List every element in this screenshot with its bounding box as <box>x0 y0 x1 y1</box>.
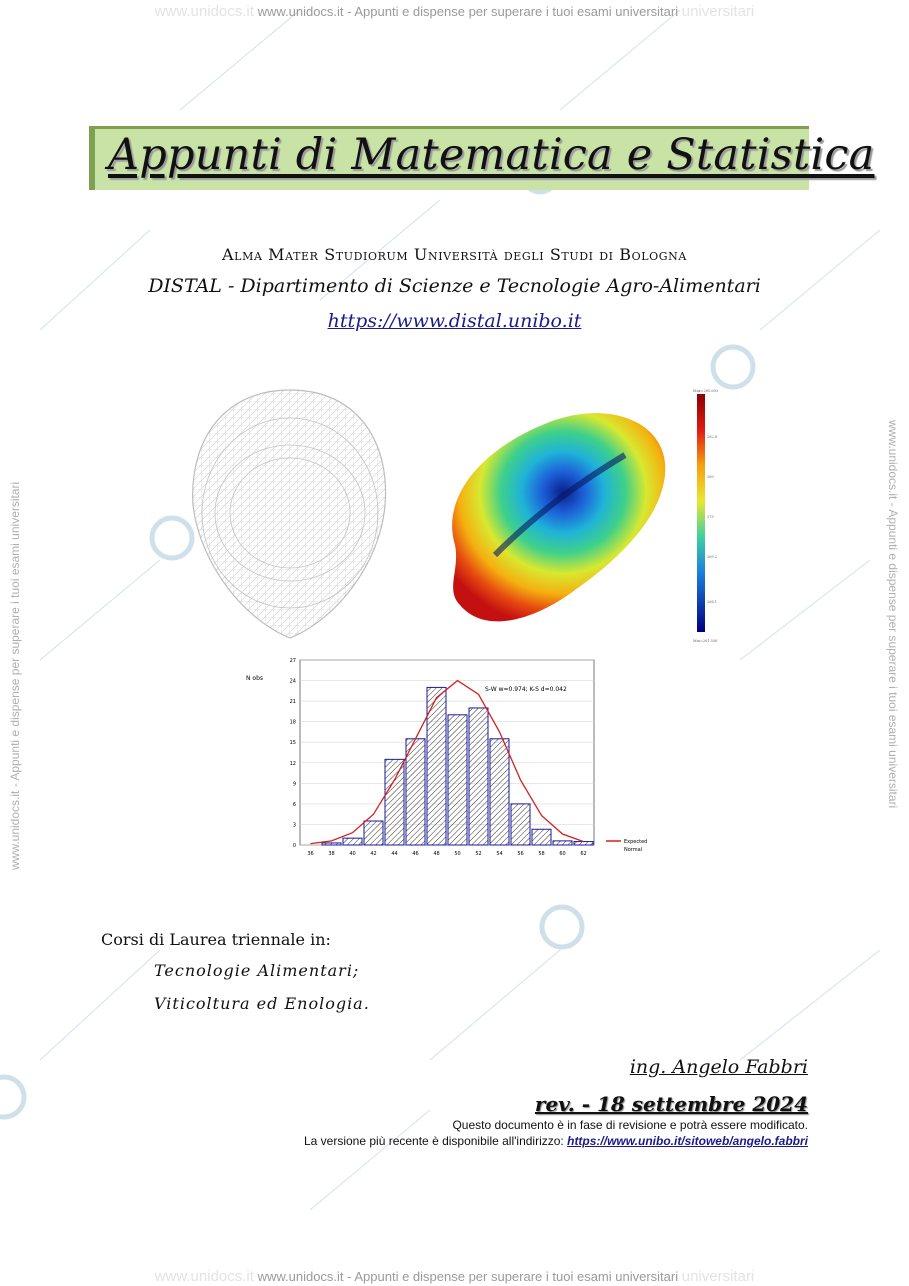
y-tick-label: 24 <box>290 679 296 685</box>
histogram-bar <box>510 803 531 846</box>
histogram-bar <box>573 841 594 846</box>
department-link[interactable]: https://www.distal.unibo.it <box>327 310 582 332</box>
x-tick-label: 60 <box>559 851 565 857</box>
title-band <box>89 126 809 190</box>
y-tick-label: 12 <box>290 761 296 767</box>
watermark-right: www.unidocs.it - Appunti e dispense per … <box>886 420 900 809</box>
histogram-bar <box>447 714 468 846</box>
histogram-bar <box>489 738 510 846</box>
department-name: DISTAL - Dipartimento di Scienze e Tecno… <box>148 275 761 297</box>
plot-frame <box>299 659 595 846</box>
author-name: ing. Angelo Fabbri <box>629 1056 808 1078</box>
colorbar-min-label: Min=261.556 <box>693 639 717 643</box>
heatmap-surface-figure <box>452 413 666 622</box>
y-tick-label: 21 <box>290 699 296 705</box>
watermark-left: www.unidocs.it - Appunti e dispense per … <box>8 481 22 870</box>
x-tick-label: 56 <box>517 851 523 857</box>
revision-date: rev. - 18 settembre 2024 <box>534 1092 808 1116</box>
latest-version-prefix: La versione più recente è disponibile al… <box>303 1134 564 1148</box>
histogram-bar <box>384 758 405 846</box>
legend-entry: Normal <box>624 847 642 853</box>
x-tick-label: 46 <box>412 851 418 857</box>
wireframe-mesh-figure <box>192 389 387 639</box>
university-name: Alma Mater Studiorum Università degli St… <box>222 245 687 264</box>
histogram-bar <box>426 686 447 846</box>
x-tick-label: 40 <box>349 851 355 857</box>
y-tick-label: 15 <box>290 740 296 746</box>
histogram-bar <box>531 828 552 846</box>
colorbar-tick: 280 <box>707 475 714 479</box>
watermark-top: www.unidocs.it www.unidocs.it - Appunti … <box>154 3 755 20</box>
histogram-bar <box>321 842 342 846</box>
x-tick-label: 54 <box>496 851 502 857</box>
histogram-bar <box>552 840 573 846</box>
chart-annotation: S-W w=0.974; K-S d=0.042 <box>485 686 567 693</box>
y-axis-label: N obs <box>246 675 263 682</box>
x-tick-label: 48 <box>433 851 439 857</box>
y-tick-label: 0 <box>293 843 296 849</box>
histogram-bar <box>342 837 363 846</box>
x-tick-label: 58 <box>538 851 544 857</box>
x-tick-label: 42 <box>370 851 376 857</box>
x-tick-label: 44 <box>391 851 397 857</box>
course-item: Tecnologie Alimentari; <box>154 961 360 980</box>
y-tick-label: 18 <box>290 720 296 726</box>
y-tick-label: 3 <box>293 822 296 828</box>
y-tick-label: 27 <box>290 658 296 664</box>
y-tick-label: 6 <box>293 802 296 808</box>
x-tick-label: 36 <box>307 851 313 857</box>
author-page-link[interactable]: https://www.unibo.it/sitoweb/angelo.fabb… <box>567 1134 808 1148</box>
histogram-bar <box>405 738 426 846</box>
course-item: Viticoltura ed Enologia. <box>154 994 370 1013</box>
legend-entry: Expected <box>624 839 647 845</box>
expected-normal-curve <box>310 679 584 845</box>
colorbar-legend: Max=285.693 282.8 280 275 269.2 266.1 Mi… <box>693 389 718 643</box>
latest-version-note: La versione più recente è disponibile al… <box>304 1134 808 1148</box>
histogram-bar <box>468 707 489 846</box>
colorbar-max-label: Max=285.693 <box>693 389 718 393</box>
x-tick-label: 62 <box>580 851 586 857</box>
colorbar-tick: 269.2 <box>707 555 717 559</box>
courses-heading: Corsi di Laurea triennale in: <box>101 930 331 949</box>
document-title: Appunti di Matematica e Statistica <box>108 130 875 180</box>
revision-note: Questo documento è in fase di revisione … <box>452 1118 808 1132</box>
histogram-bar <box>363 820 384 846</box>
colorbar-tick: 282.8 <box>707 435 717 439</box>
x-tick-label: 52 <box>475 851 481 857</box>
colorbar-tick: 266.1 <box>707 600 717 604</box>
watermark-bottom: www.unidocs.it www.unidocs.it - Appunti … <box>154 1268 755 1285</box>
colorbar-tick: 275 <box>707 515 714 519</box>
x-tick-label: 50 <box>454 851 460 857</box>
x-tick-label: 38 <box>328 851 334 857</box>
y-tick-label: 9 <box>293 781 296 787</box>
